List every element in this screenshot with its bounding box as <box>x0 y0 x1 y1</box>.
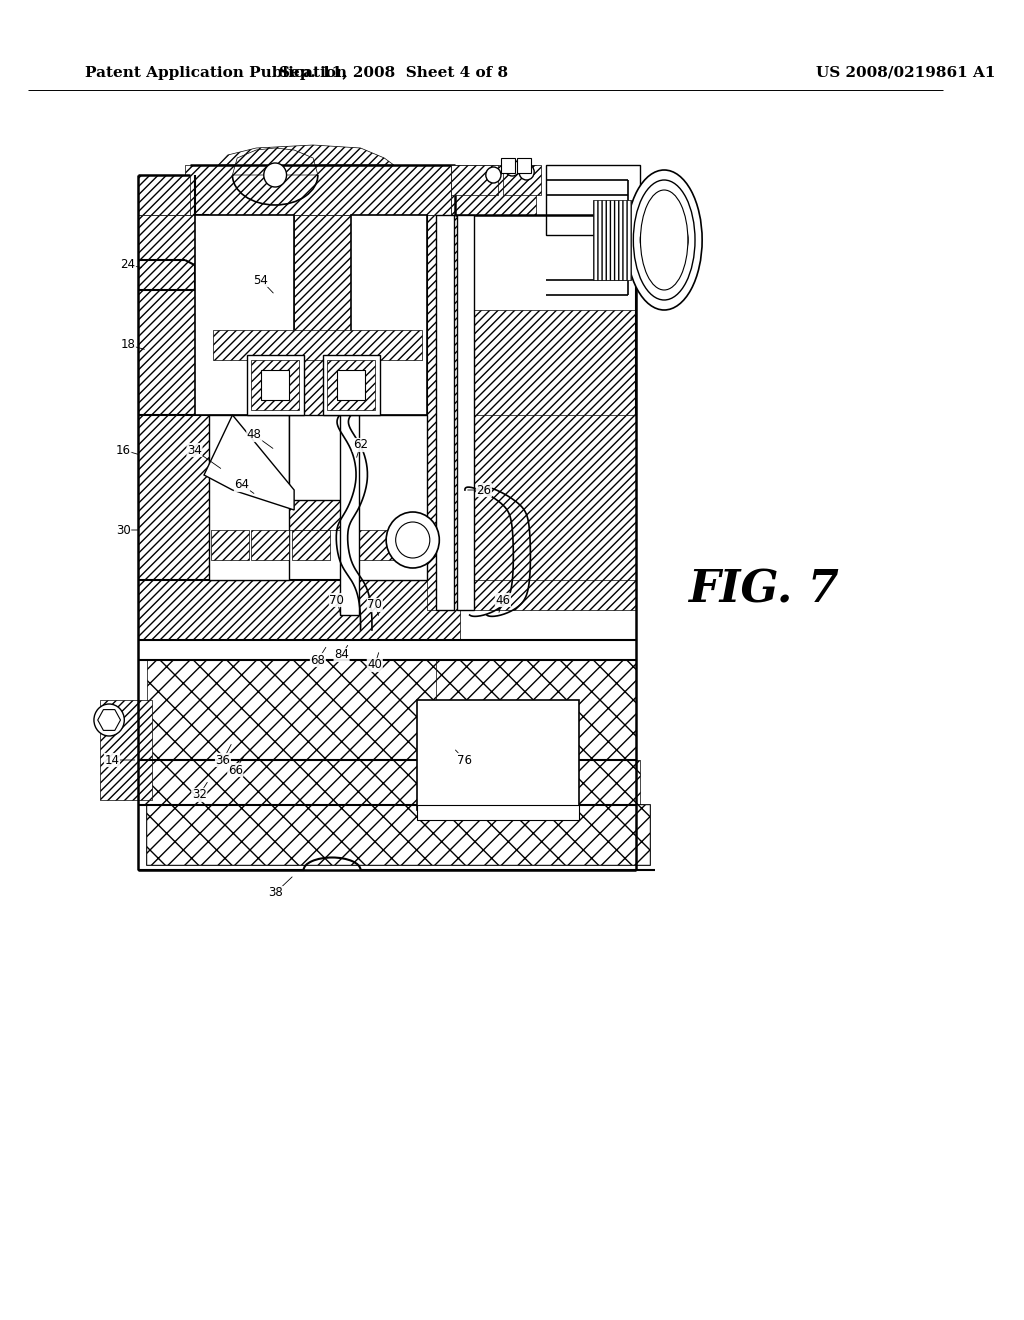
Circle shape <box>386 512 439 568</box>
Bar <box>137 579 460 640</box>
Bar <box>213 330 422 360</box>
Bar <box>427 414 636 579</box>
Bar <box>185 165 451 215</box>
Bar <box>292 531 330 560</box>
Text: 70: 70 <box>330 594 344 606</box>
Circle shape <box>485 168 501 183</box>
Text: 14: 14 <box>104 754 120 767</box>
Bar <box>137 414 209 579</box>
Bar <box>451 165 498 195</box>
Text: 66: 66 <box>227 763 243 776</box>
Ellipse shape <box>627 170 702 310</box>
Bar <box>593 201 631 280</box>
Bar <box>436 660 636 760</box>
Polygon shape <box>204 414 294 510</box>
Text: 32: 32 <box>191 788 207 801</box>
Text: 30: 30 <box>116 524 131 536</box>
Circle shape <box>264 162 287 187</box>
Bar <box>323 355 380 414</box>
Text: 54: 54 <box>254 273 268 286</box>
Text: 48: 48 <box>247 429 262 441</box>
Polygon shape <box>218 145 394 165</box>
Bar <box>418 805 579 820</box>
Text: 26: 26 <box>476 483 492 496</box>
Text: Patent Application Publication: Patent Application Publication <box>85 66 347 81</box>
Text: 24: 24 <box>121 259 135 272</box>
Bar <box>294 215 351 414</box>
Text: 84: 84 <box>334 648 349 661</box>
Bar <box>340 414 358 615</box>
Circle shape <box>505 160 520 176</box>
Bar <box>232 500 389 531</box>
Text: 34: 34 <box>187 444 202 457</box>
Ellipse shape <box>633 180 695 300</box>
Text: FIG. 7: FIG. 7 <box>688 569 840 611</box>
Bar <box>458 215 474 610</box>
Text: 40: 40 <box>368 659 382 672</box>
Bar <box>147 805 650 865</box>
Bar <box>147 660 441 760</box>
Circle shape <box>94 704 124 737</box>
Bar <box>355 531 398 560</box>
Bar <box>517 158 531 173</box>
Bar <box>290 414 355 500</box>
Text: US 2008/0219861 A1: US 2008/0219861 A1 <box>816 66 995 81</box>
Text: 38: 38 <box>268 887 283 899</box>
Bar <box>427 215 465 610</box>
Bar <box>501 158 515 173</box>
Bar <box>195 215 294 414</box>
Text: 62: 62 <box>353 438 368 451</box>
Bar <box>427 310 636 610</box>
Bar <box>503 165 541 195</box>
Text: 64: 64 <box>234 479 250 491</box>
Text: 16: 16 <box>116 444 131 457</box>
Bar <box>147 805 650 865</box>
Text: 18: 18 <box>121 338 135 351</box>
Bar <box>355 414 427 579</box>
Bar <box>247 355 304 414</box>
Circle shape <box>395 521 430 558</box>
Text: 46: 46 <box>496 594 510 606</box>
Polygon shape <box>232 148 317 176</box>
Text: 36: 36 <box>215 754 230 767</box>
Bar <box>418 700 579 810</box>
Text: 76: 76 <box>458 754 472 767</box>
Circle shape <box>640 215 688 265</box>
Bar <box>328 360 375 411</box>
Bar <box>337 370 366 400</box>
Text: 70: 70 <box>368 598 382 611</box>
Bar <box>351 215 427 414</box>
Bar <box>209 414 290 579</box>
Bar <box>546 165 640 235</box>
Bar <box>436 215 454 610</box>
Bar <box>211 531 249 560</box>
Bar <box>252 531 290 560</box>
Bar <box>261 370 290 400</box>
Ellipse shape <box>640 190 688 290</box>
Circle shape <box>519 164 535 180</box>
Bar <box>546 165 640 235</box>
Text: Sep. 11, 2008  Sheet 4 of 8: Sep. 11, 2008 Sheet 4 of 8 <box>280 66 508 81</box>
Bar <box>252 360 299 411</box>
Bar <box>351 215 427 414</box>
Bar <box>451 165 537 215</box>
Text: 68: 68 <box>310 653 326 667</box>
Bar <box>99 700 152 800</box>
Bar <box>137 176 189 215</box>
Bar <box>137 760 640 805</box>
Bar <box>137 215 195 414</box>
